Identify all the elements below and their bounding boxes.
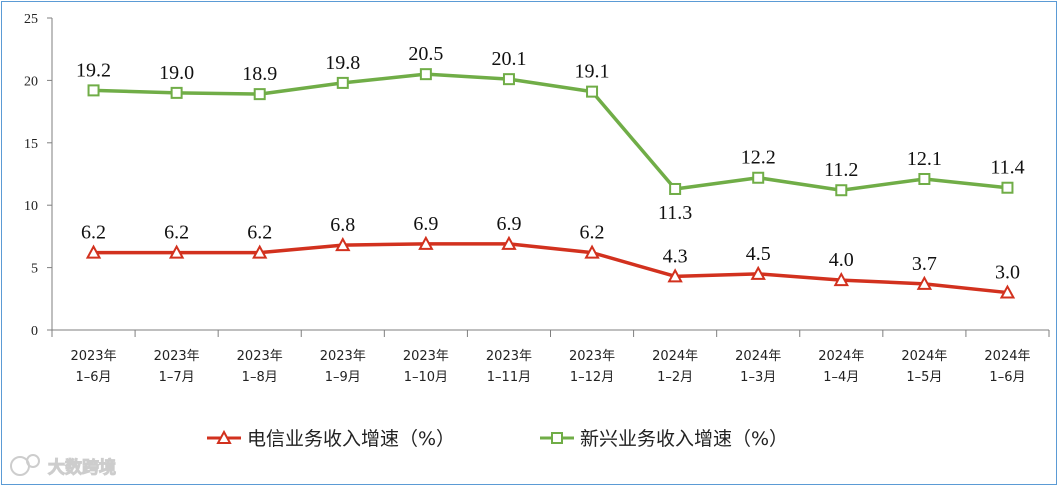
x-tick-label-period: 1–12月 — [570, 370, 614, 385]
emerging-data-label: 20.1 — [491, 48, 526, 70]
emerging-point-marker — [586, 85, 599, 98]
emerging-point-marker — [502, 73, 515, 86]
x-tick-label-year: 2023年 — [237, 349, 283, 364]
emerging-point-marker — [1001, 181, 1014, 194]
series-lines — [93, 72, 1008, 295]
x-tick-label-period: 1–4月 — [823, 370, 859, 385]
emerging-data-label: 11.2 — [824, 159, 858, 181]
telecom-point-marker — [750, 265, 766, 280]
x-tick-label-period: 1–5月 — [906, 370, 942, 385]
telecom-point-marker — [501, 235, 517, 250]
x-tick-label-period: 1–2月 — [657, 370, 693, 385]
series-markers — [85, 68, 1016, 299]
y-tick-label: 10 — [24, 199, 38, 214]
x-tick-label-year: 2024年 — [652, 349, 698, 364]
x-tick-label-year: 2024年 — [901, 349, 947, 364]
x-tick-label-year: 2024年 — [984, 349, 1030, 364]
x-tick-label-period: 1–7月 — [159, 370, 195, 385]
legend-telecom-label: 电信业务收入增速（%） — [247, 428, 455, 450]
y-tick-label: 20 — [24, 74, 38, 89]
telecom-point-marker — [85, 244, 102, 259]
x-tick-label-year: 2024年 — [735, 349, 781, 364]
telecom-data-label: 6.2 — [247, 222, 272, 244]
x-tick-label-year: 2023年 — [403, 349, 449, 364]
legend-telecom-marker — [216, 429, 232, 444]
y-tick-label: 5 — [31, 262, 38, 277]
emerging-point-marker — [752, 171, 765, 184]
y-tick-label: 15 — [24, 137, 38, 152]
x-tick-label-year: 2023年 — [320, 349, 366, 364]
emerging-data-label: 11.4 — [990, 157, 1024, 179]
emerging-point-marker — [918, 172, 931, 185]
emerging-point-marker — [87, 84, 100, 97]
series-line-emerging — [93, 72, 1008, 192]
emerging-point-marker — [419, 68, 432, 81]
telecom-data-label: 4.0 — [829, 249, 854, 271]
data-labels: 6.2 6.2 6.2 6.8 6.9 6.9 6.2 4.3 4.5 4.0 3.7 3.0 19.2… — [76, 43, 1025, 283]
emerging-point-marker — [835, 184, 848, 197]
telecom-data-label: 4.5 — [746, 243, 771, 265]
x-tick-label-period: 1–3月 — [740, 370, 776, 385]
telecom-point-marker — [833, 271, 849, 287]
x-tick-label-period: 1–6月 — [989, 370, 1025, 385]
watermark-text: 大数跨境 — [48, 457, 116, 478]
telecom-data-label: 4.3 — [663, 245, 688, 267]
telecom-point-marker — [252, 244, 268, 259]
x-tick-label-year: 2023年 — [569, 349, 615, 364]
telecom-point-marker — [418, 235, 434, 250]
emerging-data-label: 11.3 — [658, 202, 692, 224]
emerging-data-label: 12.1 — [907, 148, 942, 170]
legend: 电信业务收入增速（%） 新兴业务收入增速（%） — [207, 428, 788, 450]
emerging-point-marker — [336, 76, 349, 89]
telecom-data-label: 6.9 — [413, 213, 438, 235]
emerging-data-label: 18.9 — [242, 63, 277, 85]
telecom-point-marker — [168, 244, 185, 259]
axes: 0 5 10 15 20 25 2023年 1–6月 2023年 1–7月 2023年 1–8月 202… — [24, 12, 1050, 385]
x-tick-label-year: 2023年 — [70, 349, 116, 364]
telecom-point-marker — [584, 244, 600, 259]
x-tick-label-period: 1–11月 — [487, 370, 531, 385]
emerging-data-label: 12.2 — [741, 147, 776, 169]
x-tick-label-year: 2023年 — [154, 349, 200, 364]
legend-item-emerging: 新兴业务收入增速（%） — [540, 428, 788, 450]
emerging-point-marker — [253, 88, 266, 101]
emerging-data-label: 19.8 — [325, 52, 360, 74]
emerging-point-marker — [669, 182, 682, 195]
emerging-point-marker — [170, 86, 183, 99]
telecom-data-label: 3.0 — [995, 262, 1020, 284]
emerging-data-label: 19.2 — [76, 59, 111, 81]
x-tick-label-period: 1–8月 — [242, 370, 278, 385]
watermark: 大数跨境 — [10, 454, 117, 479]
x-tick-label-period: 1–10月 — [404, 370, 448, 385]
emerging-data-label: 19.0 — [159, 62, 194, 84]
legend-emerging-label: 新兴业务收入增速（%） — [580, 428, 788, 450]
x-tick-label-year: 2024年 — [818, 349, 864, 364]
legend-emerging-marker — [551, 432, 563, 444]
telecom-data-label: 6.8 — [330, 214, 355, 236]
telecom-point-marker — [999, 284, 1016, 299]
telecom-point-marker — [335, 237, 351, 252]
emerging-data-label: 19.1 — [575, 61, 610, 83]
telecom-data-label: 6.2 — [81, 222, 106, 244]
telecom-point-marker — [667, 268, 683, 283]
series-line-telecom — [93, 242, 1008, 295]
y-tick-label: 0 — [31, 324, 38, 339]
watermark-logo-icon-2 — [26, 454, 40, 468]
telecom-data-label: 6.2 — [164, 222, 189, 244]
legend-item-telecom: 电信业务收入增速（%） — [207, 428, 455, 450]
emerging-data-label: 20.5 — [408, 43, 443, 65]
y-tick-label: 25 — [24, 12, 38, 27]
x-tick-label-period: 1–6月 — [76, 370, 112, 385]
x-tick-label-year: 2023年 — [486, 349, 532, 364]
telecom-point-marker — [916, 275, 933, 290]
telecom-data-label: 6.2 — [580, 222, 605, 244]
x-tick-label-period: 1–9月 — [325, 370, 361, 385]
telecom-data-label: 6.9 — [496, 213, 521, 235]
telecom-data-label: 3.7 — [912, 253, 937, 275]
